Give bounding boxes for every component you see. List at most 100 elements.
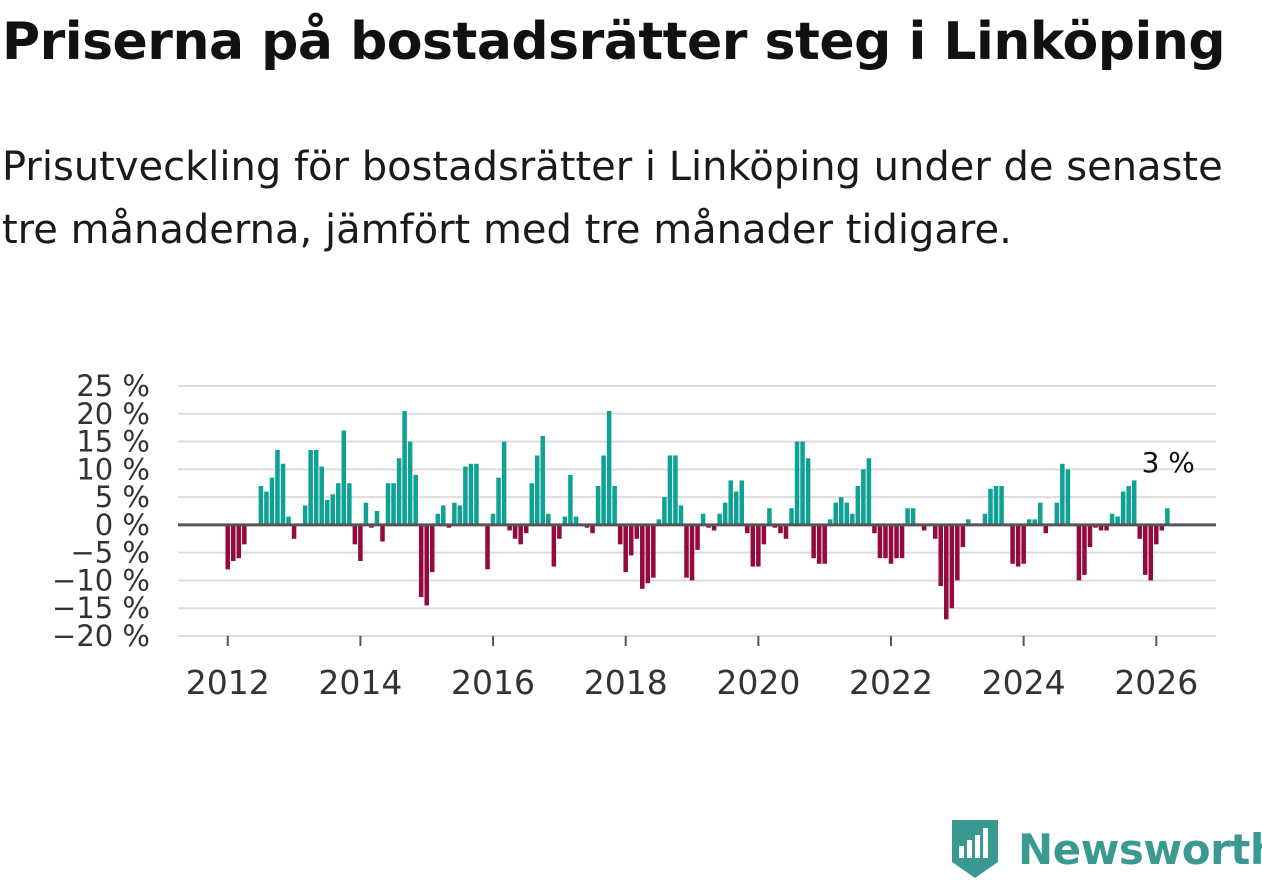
bar-negative: [225, 524, 231, 570]
bar-negative: [424, 524, 429, 606]
chart-subtitle: Prisutveckling för bostadsrätter i Linkö…: [2, 144, 1223, 253]
bar-positive: [673, 455, 678, 525]
y-tick-label: −20 %: [52, 619, 150, 653]
bar-positive: [838, 497, 844, 525]
bar-negative: [358, 524, 363, 561]
bar-negative: [429, 524, 435, 573]
bar-positive: [595, 486, 601, 525]
bar-positive: [347, 483, 352, 525]
bar-positive: [496, 477, 501, 525]
bar-negative: [485, 524, 490, 570]
bar-positive: [827, 519, 833, 525]
bar-negative: [291, 524, 297, 539]
bar-positive: [535, 455, 540, 525]
y-tick-label: 0 %: [95, 508, 150, 542]
bar-positive: [1032, 519, 1037, 525]
bar-positive: [662, 497, 667, 525]
bar-positive: [850, 513, 855, 525]
bar-positive: [789, 508, 794, 525]
bar-chart: 25 %20 %15 %10 %5 %0 %−5 %−10 %−15 %−20 …: [52, 369, 1216, 700]
bar-positive: [993, 486, 999, 525]
bar-positive: [546, 513, 551, 525]
bar-positive: [308, 449, 313, 525]
bar-positive: [601, 455, 606, 525]
bar-positive: [905, 508, 910, 525]
bar-negative: [949, 524, 955, 609]
bar-positive: [385, 483, 391, 525]
bar-positive: [413, 474, 418, 525]
bar-positive: [656, 519, 662, 525]
bar-negative: [750, 524, 756, 567]
bar-negative: [877, 524, 883, 559]
bar-positive: [269, 477, 275, 525]
y-tick-label: 15 %: [76, 425, 150, 459]
bar-positive: [407, 441, 413, 525]
bar-positive: [258, 486, 264, 525]
bar-negative: [231, 524, 236, 561]
newsworthy-logo-text: Newsworthy: [1018, 824, 1262, 874]
bar-positive: [1026, 519, 1032, 525]
bar-negative: [418, 524, 424, 598]
newsworthy-logo[interactable]: Newsworthy: [950, 818, 1262, 880]
bar-positive: [330, 494, 336, 525]
y-tick-label: 10 %: [76, 452, 150, 486]
newsworthy-logo-icon: [952, 820, 998, 878]
bar-negative: [756, 524, 761, 567]
y-tick-label: 25 %: [76, 369, 150, 403]
bar-positive: [490, 513, 496, 525]
bar-positive: [733, 491, 739, 525]
bar-positive: [374, 511, 380, 525]
bar-positive: [767, 508, 772, 525]
bar-positive: [435, 513, 441, 525]
bar-positive: [1037, 502, 1043, 525]
bar-positive: [336, 483, 341, 525]
bar-negative: [1076, 524, 1082, 581]
bar-positive: [667, 455, 673, 525]
y-tick-label: −15 %: [52, 591, 150, 625]
x-axis: 2012 2014 2016 2018 2020 2022 2024 2026: [186, 636, 1198, 700]
bar-positive: [573, 516, 579, 525]
bar-positive: [264, 491, 269, 525]
bar-positive: [800, 441, 805, 525]
bar-negative: [894, 524, 899, 559]
bar-positive: [999, 486, 1004, 525]
bar-positive: [363, 502, 369, 525]
bar-negative: [1159, 524, 1165, 531]
x-tick-label: 2020: [716, 663, 800, 700]
y-axis: 25 %20 %15 %10 %5 %0 %−5 %−10 %−15 %−20 …: [52, 369, 150, 653]
bar-positive: [319, 466, 324, 525]
bar-positive: [280, 463, 286, 525]
bar-negative: [512, 524, 518, 539]
bar-negative: [888, 524, 894, 564]
bar-positive: [966, 519, 971, 525]
bar-negative: [883, 524, 888, 559]
bar-negative: [783, 524, 789, 539]
bar-positive: [739, 480, 745, 525]
bar-negative: [623, 524, 628, 573]
bar-negative: [1043, 524, 1049, 534]
bar-negative: [634, 524, 640, 539]
bar-negative: [932, 524, 938, 539]
bar-positive: [700, 513, 706, 525]
bar-positive: [441, 505, 446, 525]
bar-negative: [236, 524, 242, 559]
bar-negative: [352, 524, 358, 545]
bar-positive: [728, 480, 733, 525]
bar-negative: [640, 524, 645, 589]
bar-negative: [816, 524, 822, 564]
bar-positive: [678, 505, 684, 525]
bar-negative: [1154, 524, 1159, 545]
bar-positive: [540, 436, 546, 525]
y-tick-label: 20 %: [76, 397, 150, 431]
bar-positive: [833, 502, 838, 525]
x-tick-label: 2016: [451, 663, 535, 700]
bar-positive: [275, 449, 280, 525]
bar-positive: [402, 411, 407, 525]
bar-positive: [568, 474, 573, 525]
bar-positive: [529, 483, 534, 525]
bar-positive: [1115, 516, 1120, 525]
bar-positive: [324, 499, 330, 525]
bar-positive: [313, 449, 319, 525]
bar-positive: [910, 508, 916, 525]
bar-negative: [1142, 524, 1148, 575]
